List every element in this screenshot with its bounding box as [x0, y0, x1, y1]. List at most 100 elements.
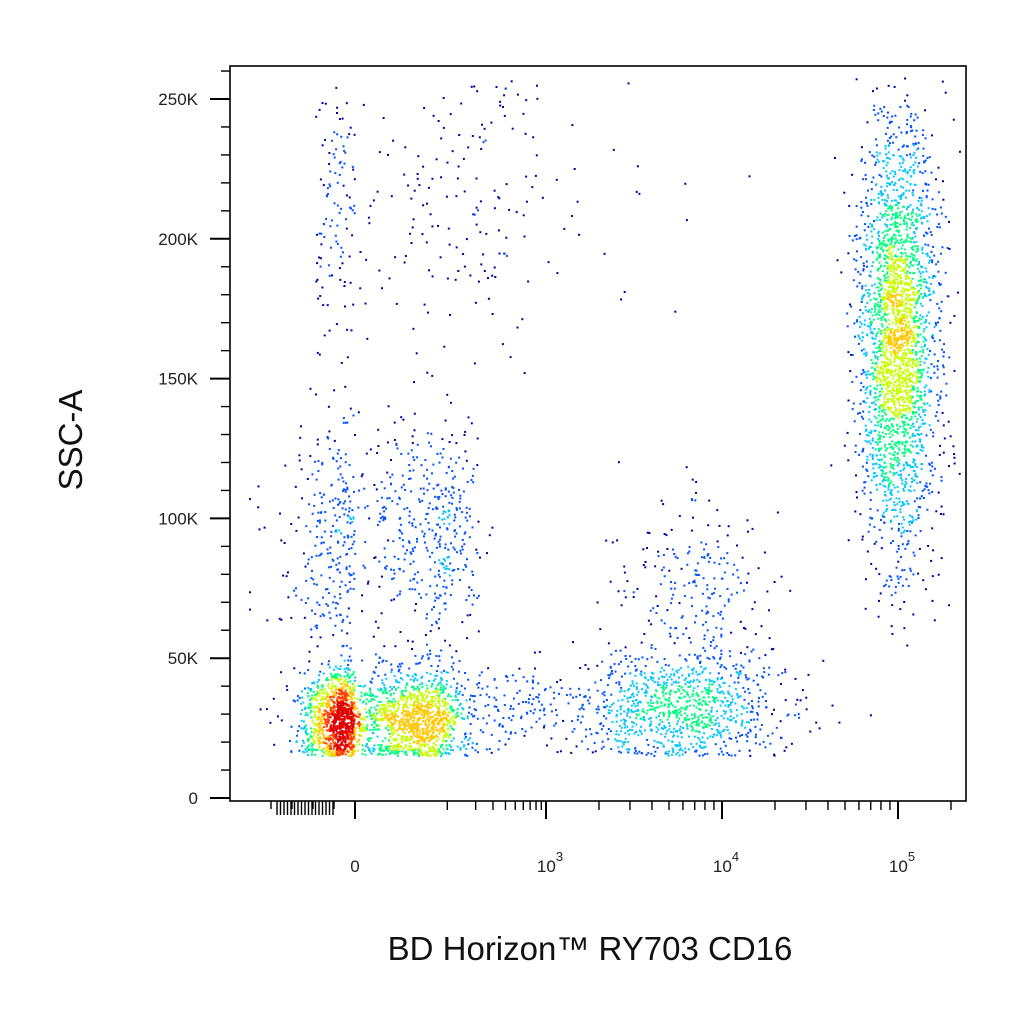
data-point [785, 746, 788, 749]
data-point [931, 599, 934, 602]
data-point [924, 393, 927, 396]
data-point [674, 627, 677, 630]
data-point [917, 200, 920, 202]
data-point [881, 480, 884, 483]
data-point [322, 304, 325, 307]
data-point [662, 694, 665, 697]
data-point [372, 712, 375, 715]
data-point [903, 627, 906, 630]
data-point [847, 539, 850, 542]
data-point [687, 693, 689, 696]
data-point [695, 706, 698, 709]
data-point [746, 581, 748, 584]
data-point [317, 511, 320, 514]
data-point [660, 686, 663, 689]
data-point [388, 752, 391, 755]
data-point [606, 704, 608, 707]
data-point [884, 204, 887, 207]
data-point [433, 747, 435, 750]
data-point [873, 542, 876, 545]
data-point [672, 735, 675, 738]
data-point [884, 199, 886, 202]
data-point [466, 519, 469, 522]
data-point [467, 146, 470, 149]
data-point [692, 746, 695, 749]
data-point [455, 691, 458, 694]
data-point [949, 321, 952, 324]
data-point [640, 752, 643, 755]
data-point [890, 594, 893, 597]
data-point [464, 753, 467, 756]
data-point [929, 350, 932, 352]
data-point [442, 126, 445, 129]
data-point [397, 699, 400, 702]
data-point [719, 595, 722, 598]
data-point [687, 665, 690, 668]
data-point [369, 448, 372, 451]
data-point [532, 675, 535, 678]
data-point [905, 417, 908, 420]
data-point [888, 585, 891, 588]
data-point [665, 684, 668, 687]
data-point [869, 270, 872, 273]
data-point [576, 718, 579, 721]
data-point [709, 720, 712, 723]
data-point [350, 329, 353, 332]
data-point [407, 674, 410, 677]
data-point [378, 520, 381, 523]
data-point [403, 695, 406, 697]
data-point [908, 240, 911, 243]
data-point [905, 258, 908, 261]
data-point [902, 186, 905, 189]
data-point [392, 726, 395, 729]
data-point [647, 679, 650, 682]
data-point [703, 668, 706, 671]
data-point [435, 506, 438, 509]
data-point [726, 752, 729, 754]
data-point [706, 610, 709, 613]
data-point [600, 728, 603, 731]
data-point [662, 554, 665, 556]
data-point [720, 627, 723, 630]
data-point [745, 721, 748, 724]
data-point [923, 386, 926, 389]
data-point [417, 749, 420, 752]
data-point [906, 145, 909, 148]
data-point [398, 668, 401, 671]
data-point [907, 106, 910, 108]
data-point [690, 498, 693, 501]
data-point [623, 590, 626, 593]
data-point [870, 372, 873, 375]
data-point [433, 691, 436, 694]
data-point [381, 749, 384, 752]
data-point [889, 443, 892, 446]
data-point [931, 261, 934, 264]
data-point [540, 703, 543, 706]
data-point [316, 748, 319, 751]
data-point [304, 725, 306, 728]
data-point [337, 449, 340, 452]
data-point [663, 682, 666, 685]
data-point [384, 567, 387, 570]
data-point [932, 549, 935, 552]
data-point [876, 443, 879, 446]
data-point [399, 517, 402, 519]
data-point [748, 721, 750, 724]
data-point [305, 728, 308, 731]
data-point [381, 740, 384, 743]
data-point [472, 213, 475, 216]
data-point [570, 215, 573, 217]
data-point [341, 645, 344, 648]
data-point [907, 464, 910, 467]
data-point [894, 442, 897, 445]
data-point [713, 577, 716, 580]
data-point [365, 452, 368, 455]
data-point [875, 484, 878, 486]
data-point [886, 326, 889, 329]
data-point [784, 699, 787, 702]
data-point [676, 735, 679, 738]
data-point [706, 752, 709, 755]
data-point [371, 717, 373, 720]
data-point [340, 246, 343, 249]
data-point [887, 238, 890, 241]
